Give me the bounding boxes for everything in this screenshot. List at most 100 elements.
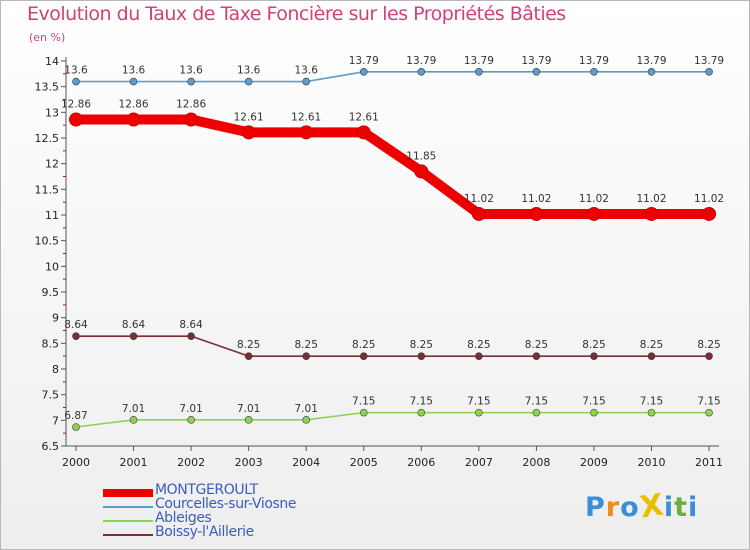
chart-title: Evolution du Taux de Taxe Foncière sur l… xyxy=(27,3,566,25)
data-point xyxy=(244,416,253,424)
data-point xyxy=(414,164,429,179)
data-point xyxy=(187,416,195,424)
data-point xyxy=(417,352,426,360)
data-point xyxy=(187,77,195,86)
data-label: 7.15 xyxy=(640,396,663,408)
legend-swatch xyxy=(103,489,153,497)
data-label: 8.25 xyxy=(295,339,318,351)
data-point xyxy=(705,67,713,76)
data-point xyxy=(647,408,656,417)
data-label: 11.85 xyxy=(406,150,436,162)
data-label: 7.15 xyxy=(352,396,375,408)
data-label: 13.79 xyxy=(406,55,436,67)
y-tick-label: 8 xyxy=(52,363,59,376)
y-tick-label: 12.5 xyxy=(35,132,60,145)
data-label: 12.61 xyxy=(291,111,321,123)
data-point xyxy=(302,352,311,360)
y-axis-ticks: 6.5 7 7.5 8 8.5 9 9.5 10 10.5 11 11.5 12 12.5 13 13.5 1… xyxy=(35,55,66,453)
data-label: 13.79 xyxy=(521,55,551,67)
data-point xyxy=(299,125,314,140)
data-label: 13.79 xyxy=(349,55,379,67)
data-point xyxy=(529,206,544,221)
logo-letter: X xyxy=(637,487,667,526)
data-point xyxy=(590,352,598,360)
data-point xyxy=(69,112,83,127)
data-point xyxy=(590,67,598,76)
data-label: 8.25 xyxy=(525,339,548,351)
data-label: 12.86 xyxy=(61,99,91,111)
y-tick-label: 10 xyxy=(45,260,59,273)
axes xyxy=(65,57,719,447)
logo-letter: r xyxy=(605,492,621,523)
data-point xyxy=(302,77,311,86)
y-tick-label: 11.5 xyxy=(35,183,60,196)
data-point xyxy=(471,206,486,221)
data-label: 6.87 xyxy=(64,410,87,422)
data-point xyxy=(302,416,311,424)
data-label: 7.01 xyxy=(122,403,145,415)
series-line-2 xyxy=(75,411,710,428)
data-label: 8.25 xyxy=(467,339,490,351)
series-points xyxy=(69,67,717,431)
y-tick-label: 13.5 xyxy=(35,81,60,94)
y-tick-label: 9 xyxy=(52,312,59,325)
data-point xyxy=(647,352,656,360)
logo-letter: P xyxy=(585,492,606,523)
logo-letter: t xyxy=(674,492,689,523)
data-label: 11.02 xyxy=(579,193,609,205)
data-point xyxy=(417,408,426,417)
data-label: 12.86 xyxy=(119,99,149,111)
y-tick-label: 7.5 xyxy=(42,389,60,402)
data-label: 13.79 xyxy=(464,55,494,67)
x-tick-label: 2004 xyxy=(292,456,320,469)
data-point xyxy=(475,408,483,417)
y-axis-label: (en %) xyxy=(29,31,66,44)
data-label: 7.01 xyxy=(295,403,318,415)
data-label: 7.15 xyxy=(410,396,433,408)
data-label: 7.15 xyxy=(467,396,490,408)
data-label: 13.6 xyxy=(295,65,319,77)
data-label: 8.25 xyxy=(582,339,605,351)
data-label: 8.25 xyxy=(237,339,260,351)
data-point xyxy=(475,67,483,76)
data-point xyxy=(129,332,138,340)
y-tick-label: 13 xyxy=(45,106,59,119)
data-label: 8.64 xyxy=(179,319,203,331)
data-label: 13.6 xyxy=(237,65,261,77)
x-axis-ticks: 2000 2001 2002 2003 2004 2005 2006 2007 2008 2009… xyxy=(62,446,723,469)
legend-swatch xyxy=(103,520,153,522)
data-label: 12.86 xyxy=(176,99,206,111)
series-line-1 xyxy=(75,70,710,83)
x-tick-label: 2009 xyxy=(580,456,608,469)
data-point xyxy=(647,67,656,76)
data-point xyxy=(359,67,368,76)
data-label: 7.01 xyxy=(179,403,202,415)
data-point xyxy=(72,77,80,86)
data-point xyxy=(705,352,713,360)
x-tick-label: 2008 xyxy=(522,456,550,469)
data-point xyxy=(475,352,483,360)
data-labels: 13.6 13.6 13.6 13.6 13.6 13.79 13.79 13.79 13.79… xyxy=(61,55,724,422)
legend-label: Boissy-l'Aillerie xyxy=(155,524,254,540)
series-line-0 xyxy=(71,114,715,219)
data-label: 8.25 xyxy=(640,339,663,351)
data-label: 8.25 xyxy=(352,339,375,351)
data-label: 8.25 xyxy=(697,339,720,351)
y-tick-label: 14 xyxy=(45,55,59,68)
data-label: 13.6 xyxy=(64,65,88,77)
data-label: 13.79 xyxy=(636,55,666,67)
x-tick-label: 2000 xyxy=(62,456,90,469)
x-tick-label: 2001 xyxy=(120,456,148,469)
y-tick-label: 9.5 xyxy=(42,286,60,299)
legend-swatch xyxy=(103,534,153,536)
y-tick-label: 8.5 xyxy=(42,337,60,350)
data-point xyxy=(702,206,717,221)
data-label: 11.02 xyxy=(521,193,551,205)
y-tick-label: 12 xyxy=(45,158,59,171)
data-point xyxy=(590,408,598,417)
x-tick-label: 2007 xyxy=(465,456,493,469)
data-label: 12.61 xyxy=(234,111,264,123)
data-point xyxy=(72,332,80,340)
